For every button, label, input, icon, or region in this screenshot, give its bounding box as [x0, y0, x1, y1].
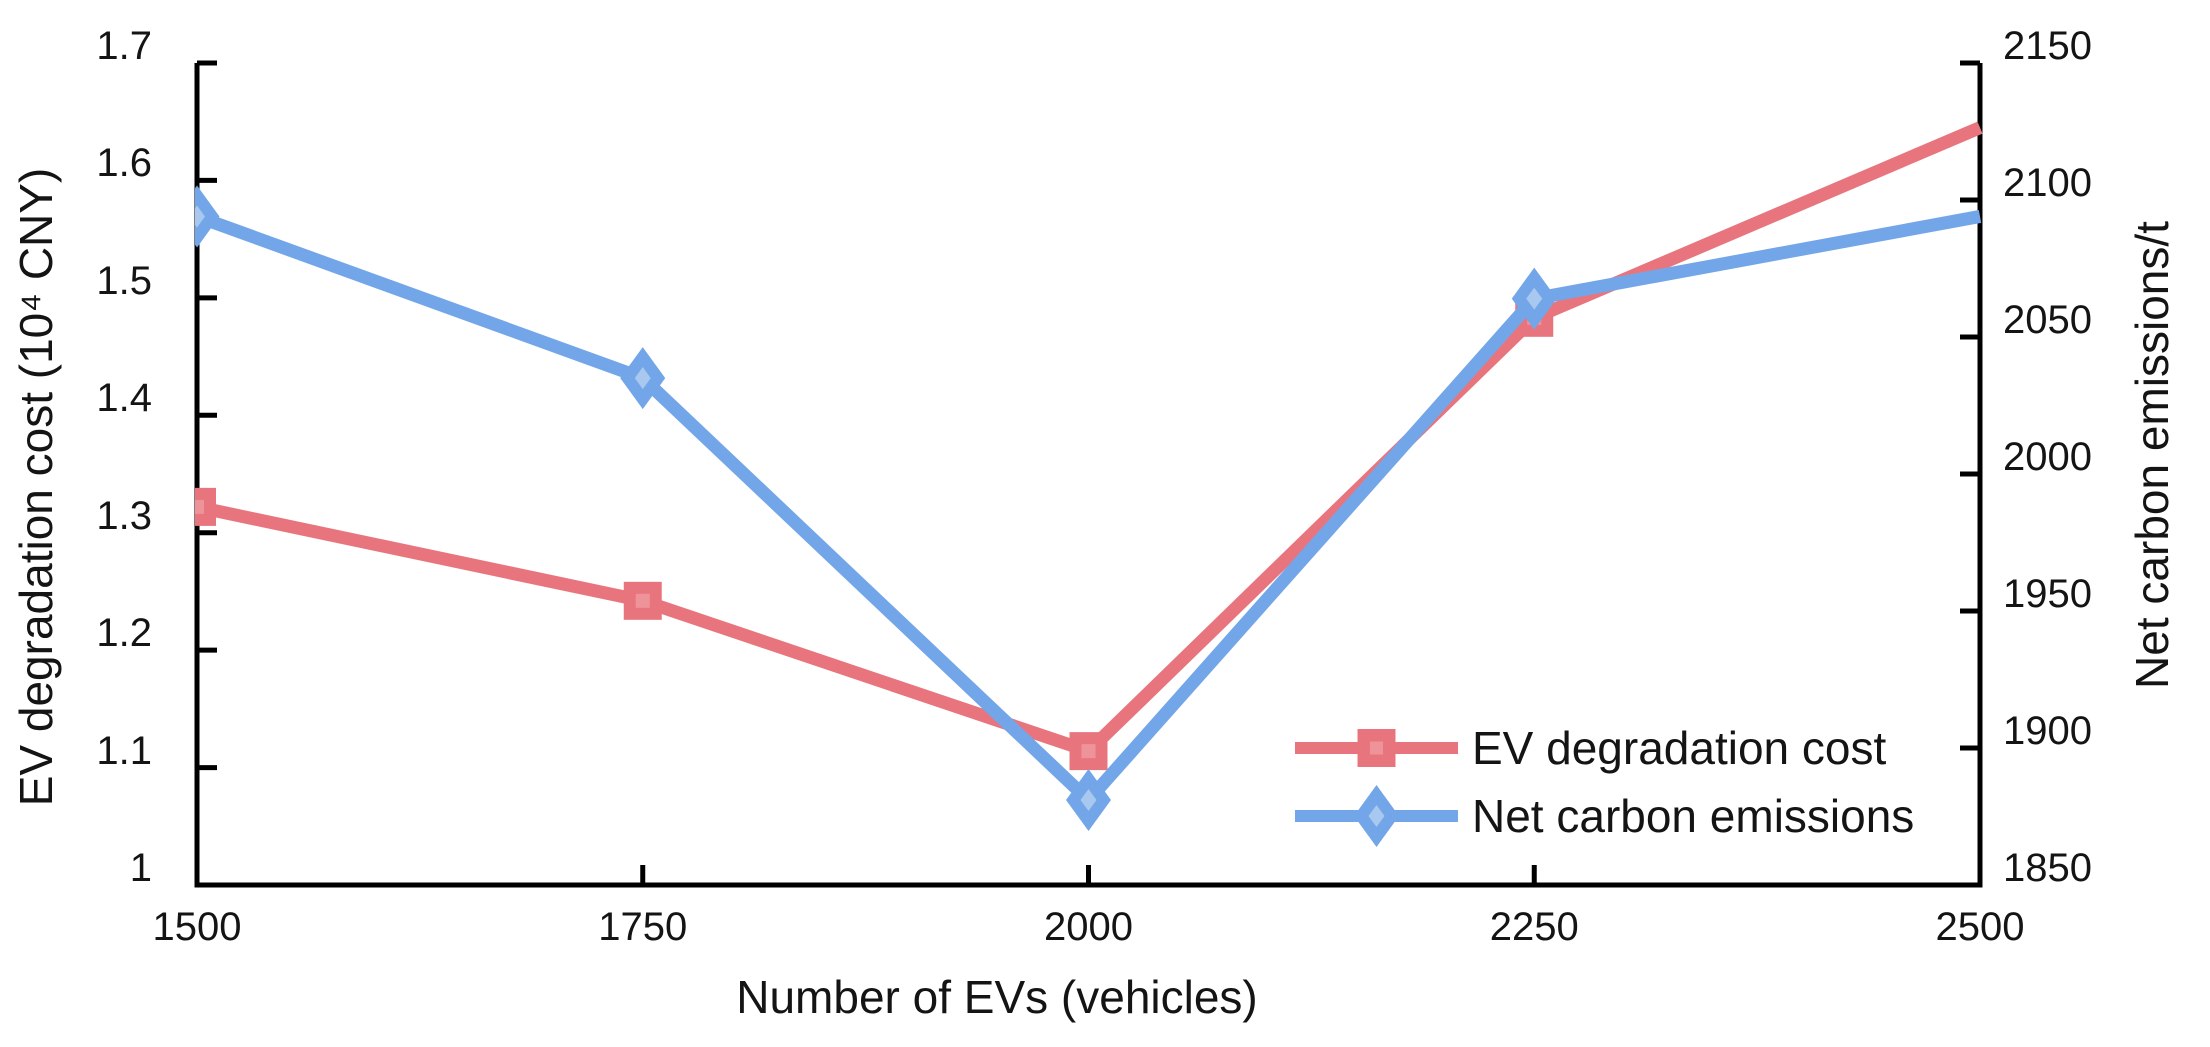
legend: EV degradation cost Net carbon emissions: [1295, 714, 1914, 850]
y-left-tick-label: 1: [129, 846, 152, 890]
x-tick-label: 2250: [1489, 905, 1579, 949]
y-left-tick-label: 1.2: [96, 611, 152, 656]
y-right-tick-label: 2150: [2003, 24, 2092, 68]
y-right-tick-label: 2000: [2003, 435, 2092, 479]
y-left-tick-label: 1.7: [96, 24, 152, 68]
y-right-tick-label: 1850: [2003, 846, 2092, 890]
y-left-tick-label: 1.6: [96, 141, 152, 186]
y-right-tick-label: 2100: [2003, 161, 2092, 205]
series-line: [195, 121, 1983, 759]
legend-swatch: [1295, 729, 1458, 767]
diamond-marker: [195, 185, 220, 248]
diamond-marker-inner: [634, 367, 651, 390]
square-marker: [195, 487, 216, 526]
y-left-tick-label: 1.3: [96, 493, 152, 538]
x-axis-title: Number of EVs (vehicles): [736, 971, 1258, 1023]
legend-item: EV degradation cost: [1295, 714, 1914, 782]
y-right-tick-label: 1950: [2003, 572, 2092, 616]
square-marker-inner: [195, 499, 204, 514]
square-marker-inner: [1081, 744, 1096, 759]
y-left-tick-label: 1.4: [96, 376, 152, 421]
legend-label: Net carbon emissions: [1472, 790, 1915, 842]
y-left-tick-label: 1.5: [96, 258, 152, 303]
diamond-marker-inner: [1526, 287, 1543, 310]
series-ev-degradation-cost: [195, 121, 1983, 771]
diamond-marker-inner: [1080, 789, 1097, 812]
series-line: [195, 210, 1982, 810]
x-tick-label: 2000: [1044, 905, 1133, 949]
y-right-tick-label: 2050: [2003, 298, 2092, 342]
x-tick-label: 1750: [598, 905, 688, 949]
y-left-tick-label: 1.1: [96, 728, 152, 773]
legend-item: Net carbon emissions: [1295, 782, 1914, 850]
x-tick-label: 2500: [1935, 905, 2025, 949]
series-net-carbon-emissions: [195, 185, 1982, 832]
y-right-tick-label: 1900: [2003, 709, 2092, 753]
axes: [194, 60, 1983, 888]
legend-label: EV degradation cost: [1472, 722, 1887, 774]
x-tick-label: 1500: [152, 905, 242, 949]
square-marker-inner: [635, 593, 650, 608]
diamond-marker-inner: [195, 205, 205, 228]
legend-swatch: [1295, 785, 1458, 847]
